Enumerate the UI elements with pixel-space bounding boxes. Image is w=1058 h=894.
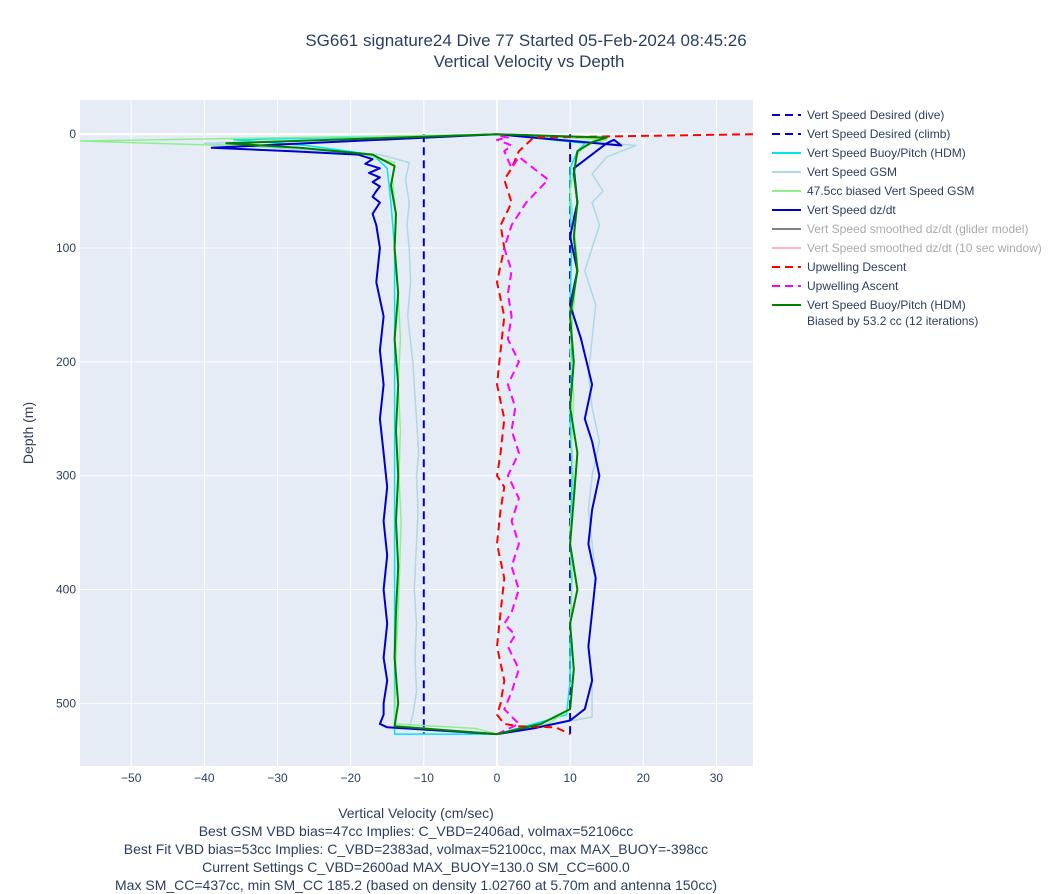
legend-label: Vert Speed Desired (dive) (807, 108, 944, 122)
x-tick-label: 0 (494, 771, 501, 785)
legend-item[interactable]: Vert Speed smoothed dz/dt (10 sec window… (772, 241, 1042, 255)
legend-label: Upwelling Descent (807, 260, 907, 274)
y-axis-ticks: 0 100 200 300 400 500 (56, 127, 76, 710)
y-tick-label: 0 (69, 127, 76, 141)
legend-label: Vert Speed Buoy/Pitch (HDM) (807, 298, 966, 312)
series-line-9[interactable] (496, 134, 550, 736)
x-tick-label: −20 (340, 771, 361, 785)
footer-line-4: Max SM_CC=437cc, min SM_CC 185.2 (based … (115, 877, 717, 893)
x-tick-label: −40 (194, 771, 215, 785)
legend-item[interactable]: Vert Speed Desired (climb) (772, 127, 950, 141)
legend-item[interactable]: 47.5cc biased Vert Speed GSM (772, 184, 974, 198)
chart-subtitle: Vertical Velocity vs Depth (434, 52, 625, 71)
footer-line-2: Best Fit VBD bias=53cc Implies: C_VBD=23… (124, 841, 708, 857)
legend-item[interactable]: Vert Speed smoothed dz/dt (glider model) (772, 222, 1028, 236)
legend[interactable]: Vert Speed Desired (dive) Vert Speed Desi… (772, 108, 1042, 328)
x-tick-label: 30 (710, 771, 724, 785)
footer-line-1: Best GSM VBD bias=47cc Implies: C_VBD=24… (199, 823, 634, 839)
legend-label-line2: Biased by 53.2 cc (12 iterations) (807, 314, 978, 328)
legend-item[interactable]: Vert Speed GSM (772, 165, 897, 179)
legend-item[interactable]: Vert Speed Buoy/Pitch (HDM) (772, 146, 966, 160)
legend-label: Vert Speed Desired (climb) (807, 127, 950, 141)
x-tick-label: −30 (267, 771, 288, 785)
series-line-10[interactable] (225, 133, 608, 736)
legend-label: Upwelling Ascent (807, 279, 899, 293)
legend-label: 47.5cc biased Vert Speed GSM (807, 184, 974, 198)
plot-area[interactable] (80, 100, 753, 766)
y-axis-title: Depth (m) (20, 402, 36, 464)
y-tick-label: 400 (56, 583, 76, 597)
y-tick-label: 200 (56, 355, 76, 369)
chart-title: SG661 signature24 Dive 77 Started 05-Feb… (305, 31, 746, 50)
series-line-5[interactable] (210, 133, 623, 736)
legend-label: Vert Speed Buoy/Pitch (HDM) (807, 146, 966, 160)
legend-item[interactable]: Upwelling Ascent (772, 279, 899, 293)
footer-line-3: Current Settings C_VBD=2600ad MAX_BUOY=1… (202, 859, 630, 875)
series-line-8[interactable] (496, 133, 753, 736)
legend-item[interactable]: Vert Speed dz/dt (772, 203, 896, 217)
y-tick-label: 500 (56, 696, 76, 710)
legend-item[interactable]: Vert Speed Desired (dive) (772, 108, 944, 122)
y-tick-label: 100 (56, 241, 76, 255)
x-tick-label: 20 (637, 771, 651, 785)
series-group (80, 133, 753, 736)
legend-item[interactable]: Upwelling Descent (772, 260, 907, 274)
legend-label: Vert Speed dz/dt (807, 203, 896, 217)
legend-label: Vert Speed smoothed dz/dt (10 sec window… (807, 241, 1042, 255)
plot-clip (80, 133, 753, 736)
legend-label: Vert Speed GSM (807, 165, 897, 179)
x-tick-label: 10 (563, 771, 577, 785)
x-axis-title: Vertical Velocity (cm/sec) (338, 805, 494, 821)
legend-label: Vert Speed smoothed dz/dt (glider model) (807, 222, 1028, 236)
x-tick-label: −50 (121, 771, 142, 785)
x-tick-label: −10 (414, 771, 435, 785)
x-axis-ticks: −50 −40 −30 −20 −10 0 10 20 30 (121, 771, 723, 785)
legend-item[interactable]: Vert Speed Buoy/Pitch (HDM) Biased by 53.… (772, 298, 978, 328)
y-tick-label: 300 (56, 469, 76, 483)
